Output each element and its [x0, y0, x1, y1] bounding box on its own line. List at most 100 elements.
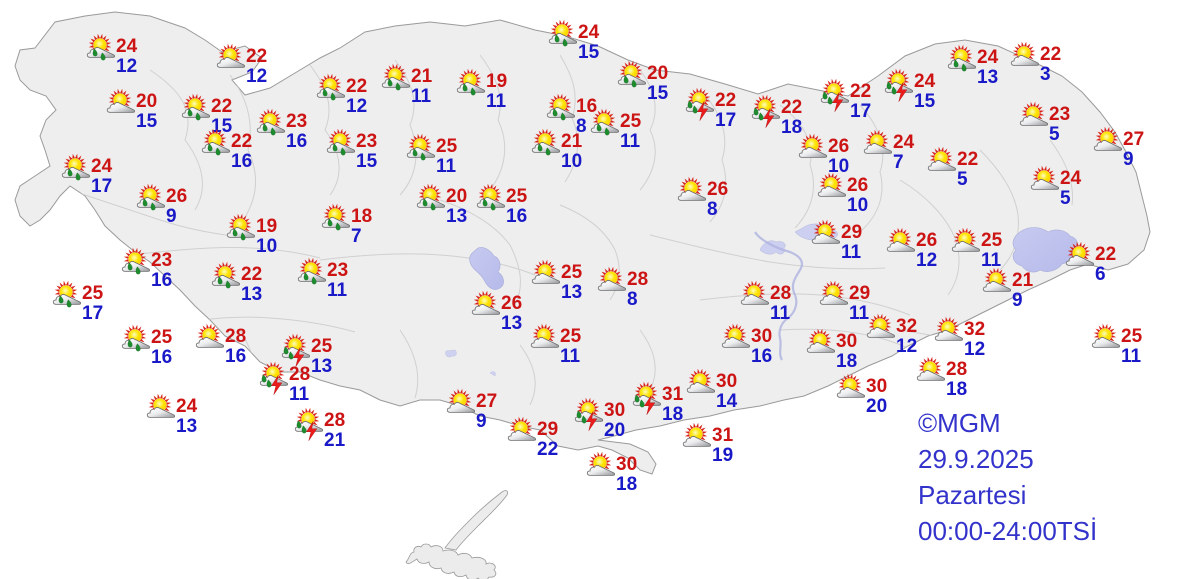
svg-text:11: 11 [411, 86, 432, 107]
svg-text:11: 11 [1121, 346, 1142, 367]
svg-text:31: 31 [712, 425, 734, 446]
svg-text:17: 17 [82, 303, 103, 324]
svg-text:23: 23 [327, 260, 348, 281]
svg-text:26: 26 [916, 230, 937, 251]
svg-text:11: 11 [849, 303, 870, 324]
svg-text:24: 24 [977, 47, 999, 68]
svg-text:18: 18 [781, 117, 802, 138]
svg-text:19: 19 [256, 216, 277, 237]
svg-text:16: 16 [151, 347, 172, 368]
svg-text:30: 30 [866, 376, 887, 397]
svg-text:25: 25 [981, 230, 1003, 251]
svg-text:10: 10 [847, 195, 868, 216]
svg-text:22: 22 [246, 46, 267, 67]
svg-text:25: 25 [561, 262, 583, 283]
svg-text:18: 18 [616, 474, 637, 495]
svg-text:13: 13 [977, 67, 998, 88]
svg-text:26: 26 [828, 136, 849, 157]
svg-text:13: 13 [561, 282, 582, 303]
svg-text:17: 17 [850, 101, 871, 122]
svg-text:6: 6 [1095, 264, 1106, 285]
svg-text:22: 22 [241, 264, 262, 285]
svg-text:12: 12 [964, 339, 985, 360]
svg-text:22: 22 [1040, 44, 1061, 65]
svg-text:32: 32 [964, 319, 985, 340]
svg-text:5: 5 [1049, 124, 1060, 145]
svg-text:24: 24 [116, 36, 138, 57]
svg-text:18: 18 [836, 351, 857, 372]
svg-text:30: 30 [616, 454, 637, 475]
svg-text:7: 7 [893, 152, 904, 173]
svg-text:12: 12 [896, 336, 917, 357]
svg-text:25: 25 [82, 283, 104, 304]
svg-text:9: 9 [1012, 290, 1023, 311]
svg-text:21: 21 [561, 131, 583, 152]
svg-text:17: 17 [715, 110, 736, 131]
svg-text:5: 5 [957, 169, 968, 190]
svg-text:32: 32 [896, 316, 917, 337]
svg-text:Pazartesi: Pazartesi [918, 480, 1026, 510]
svg-text:3: 3 [1040, 64, 1051, 85]
svg-text:00:00-24:00TSİ: 00:00-24:00TSİ [918, 516, 1097, 546]
svg-text:22: 22 [781, 97, 802, 118]
svg-text:15: 15 [136, 111, 158, 132]
svg-text:20: 20 [604, 420, 625, 441]
svg-text:25: 25 [1121, 326, 1143, 347]
svg-text:18: 18 [351, 206, 372, 227]
svg-text:11: 11 [486, 91, 507, 112]
svg-text:26: 26 [847, 175, 868, 196]
svg-text:30: 30 [836, 331, 857, 352]
svg-text:22: 22 [346, 76, 367, 97]
svg-text:23: 23 [151, 250, 172, 271]
svg-text:24: 24 [176, 396, 198, 417]
svg-text:25: 25 [560, 326, 582, 347]
svg-text:16: 16 [506, 206, 527, 227]
svg-text:25: 25 [506, 186, 528, 207]
svg-text:27: 27 [476, 391, 497, 412]
svg-text:26: 26 [501, 293, 522, 314]
svg-text:20: 20 [647, 63, 668, 84]
svg-text:11: 11 [841, 242, 862, 263]
svg-text:15: 15 [356, 151, 378, 172]
svg-text:16: 16 [151, 270, 172, 291]
svg-text:23: 23 [286, 111, 307, 132]
svg-text:11: 11 [770, 303, 791, 324]
svg-text:©MGM: ©MGM [918, 408, 1001, 438]
svg-text:22: 22 [537, 439, 558, 460]
svg-text:29: 29 [841, 222, 862, 243]
svg-text:11: 11 [436, 156, 457, 177]
svg-text:23: 23 [1049, 104, 1070, 125]
svg-text:15: 15 [647, 83, 669, 104]
svg-text:13: 13 [176, 416, 197, 437]
svg-text:9: 9 [476, 411, 487, 432]
svg-text:5: 5 [1060, 188, 1071, 209]
svg-text:20: 20 [866, 396, 887, 417]
svg-text:9: 9 [1123, 149, 1134, 170]
svg-text:12: 12 [916, 250, 937, 271]
svg-text:22: 22 [231, 131, 252, 152]
svg-text:10: 10 [256, 236, 277, 257]
svg-text:30: 30 [716, 371, 737, 392]
svg-text:14: 14 [716, 391, 738, 412]
svg-text:19: 19 [712, 445, 733, 466]
svg-text:11: 11 [560, 346, 581, 367]
svg-text:28: 28 [289, 364, 310, 385]
svg-text:24: 24 [914, 71, 936, 92]
svg-text:16: 16 [576, 96, 597, 117]
svg-text:25: 25 [151, 327, 173, 348]
svg-text:29: 29 [537, 419, 558, 440]
svg-text:24: 24 [1060, 168, 1082, 189]
svg-text:18: 18 [946, 379, 967, 400]
svg-text:24: 24 [893, 132, 915, 153]
svg-text:9: 9 [166, 206, 177, 227]
svg-text:15: 15 [914, 91, 936, 112]
svg-text:13: 13 [241, 284, 262, 305]
svg-text:13: 13 [446, 206, 467, 227]
svg-text:11: 11 [981, 250, 1002, 271]
svg-text:20: 20 [446, 186, 467, 207]
svg-text:10: 10 [561, 151, 582, 172]
svg-text:31: 31 [662, 384, 684, 405]
svg-text:26: 26 [707, 179, 728, 200]
svg-text:16: 16 [225, 346, 246, 367]
svg-text:16: 16 [231, 151, 252, 172]
